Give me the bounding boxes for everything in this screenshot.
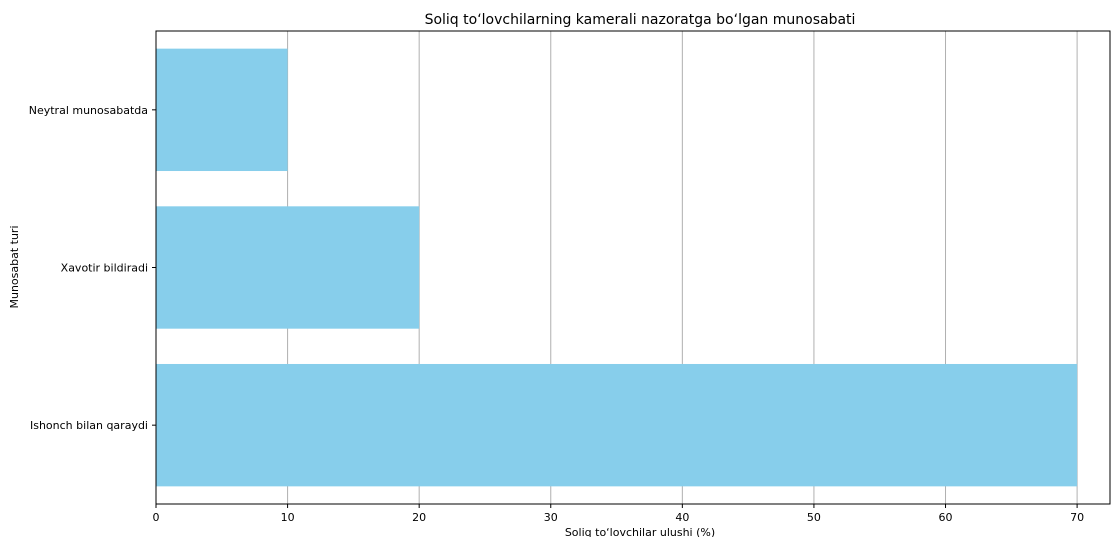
x-tick-label: 70 [1070,511,1084,524]
y-ticks: Ishonch bilan qaraydi Xavotir bildiradi Ne… [29,104,156,432]
y-tick-label: Xavotir bildiradi [61,262,148,275]
x-tick-label: 60 [939,511,953,524]
x-tick-label: 30 [544,511,558,524]
plot-frame [155,30,1111,505]
bar [156,48,288,172]
x-tick-label: 20 [412,511,426,524]
x-tick-label: 50 [807,511,821,524]
bar [156,206,420,329]
bars [156,48,1078,487]
x-tick-label: 10 [281,511,295,524]
bar [156,363,1078,487]
x-axis-label: Soliq to‘lovchilar ulushi (%) [565,526,715,537]
x-ticks: 0 10 20 30 40 50 60 70 [153,504,1084,524]
x-tick-label: 0 [153,511,160,524]
x-tick-label: 40 [675,511,689,524]
y-tick-label: Ishonch bilan qaraydi [30,419,148,432]
chart-title: Soliq to‘lovchilarning kamerali nazoratg… [425,12,856,28]
y-tick-label: Neytral munosabatda [29,104,148,117]
y-axis-label: Munosabat turi [8,225,21,308]
